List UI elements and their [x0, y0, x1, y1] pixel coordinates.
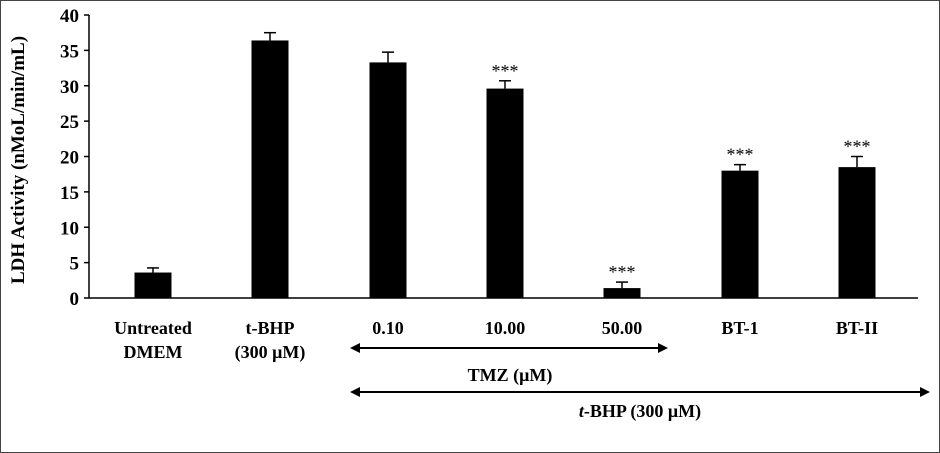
- x-tick-label: BT-II: [836, 318, 878, 338]
- group-label-tmz: TMZ (μM): [468, 365, 553, 386]
- x-tick-label: DMEM: [124, 342, 183, 362]
- x-tick-label: 50.00: [602, 318, 643, 338]
- y-tick-label: 25: [60, 112, 79, 133]
- y-tick-label: 30: [60, 77, 79, 98]
- arrow-head-right: [658, 343, 668, 353]
- x-tick-label: Untreated: [114, 318, 192, 338]
- bar: [134, 272, 172, 298]
- bar: [721, 170, 759, 298]
- significance-label: ***: [727, 145, 754, 165]
- arrow-head-left: [350, 343, 360, 353]
- y-tick-label: 10: [60, 218, 79, 239]
- x-tick-label: (300 μM): [235, 342, 306, 363]
- x-tick-label: t-BHP: [246, 318, 295, 338]
- x-tick-label: 10.00: [485, 318, 526, 338]
- bar: [603, 288, 641, 298]
- y-tick-label: 0: [70, 289, 80, 310]
- bar: [838, 167, 876, 298]
- bar: [369, 62, 407, 299]
- y-tick-label: 5: [70, 254, 80, 275]
- x-tick-label: BT-1: [721, 318, 758, 338]
- bar: [251, 40, 289, 298]
- y-tick-label: 20: [60, 148, 79, 169]
- significance-label: ***: [609, 262, 636, 282]
- bar: [486, 88, 524, 298]
- x-tick-label: 0.10: [372, 318, 404, 338]
- y-tick-label: 35: [60, 41, 79, 62]
- significance-label: ***: [844, 137, 871, 157]
- arrow-head-right: [920, 387, 930, 397]
- y-tick-label: 40: [60, 6, 79, 27]
- group-label-tbhp: t-BHP (300 μM): [579, 401, 701, 422]
- y-axis-label: LDH Activity (nMoL/min/mL): [8, 36, 29, 284]
- significance-label: ***: [492, 61, 519, 81]
- arrow-head-left: [350, 387, 360, 397]
- y-tick-label: 15: [60, 183, 79, 204]
